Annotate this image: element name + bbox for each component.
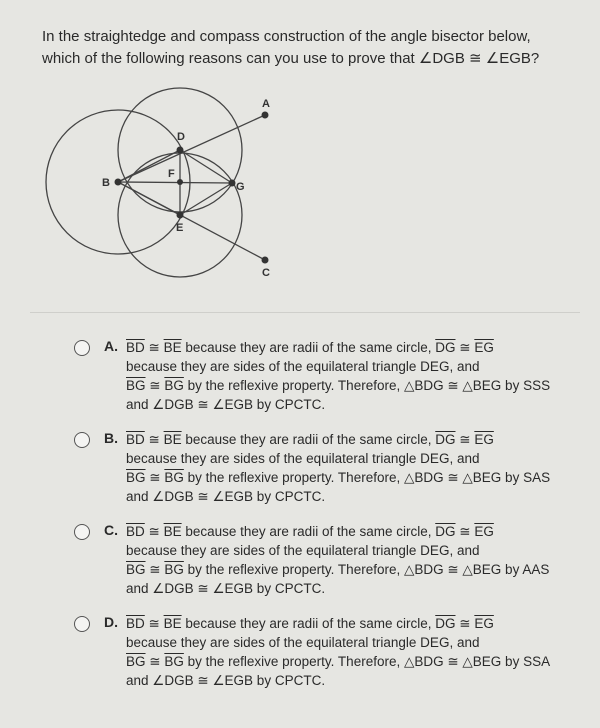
text-run: ≅ [455,432,475,447]
point-label: C [262,267,270,279]
text-run: and ∠DGB ≅ ∠EGB by CPCTC. [126,489,326,504]
segment [179,182,233,216]
text-run: and ∠DGB ≅ ∠EGB by CPCTC. [126,397,326,412]
text-run: ≅ [145,654,165,669]
text-run: by the reflexive property. Therefore, △B… [183,654,551,669]
segment [179,149,233,184]
text-line: BG ≅ BG by the reflexive property. There… [126,468,550,487]
text-line: BD ≅ BE because they are radii of the sa… [126,522,549,541]
segment-name: BE [163,524,182,539]
segment-name: BE [163,616,182,631]
point-label: D [177,131,185,143]
text-run: ≅ [144,616,164,631]
option-label: A. [104,338,118,354]
question-line: which of the following reasons can you u… [42,50,540,67]
segment-name: BG [164,378,184,393]
text-run: and ∠DGB ≅ ∠EGB by CPCTC. [126,581,326,596]
question: In the straightedge and compass construc… [42,26,539,70]
option-label: C. [104,522,118,538]
point-label: A [262,98,270,110]
text-run: because they are sides of the equilatera… [126,635,480,650]
point-label: B [102,177,110,189]
radio-button[interactable] [74,340,90,356]
option-label: B. [104,430,118,446]
segment-name: BD [126,340,145,355]
text-run: because they are sides of the equilatera… [126,359,480,374]
text-line: because they are sides of the equilatera… [126,541,549,560]
segment-name: DG [435,432,456,447]
text-run: because they are radii of the same circl… [181,524,436,539]
text-line: BD ≅ BE because they are radii of the sa… [126,614,550,633]
option-text: BD ≅ BE because they are radii of the sa… [126,430,550,506]
option-text: BD ≅ BE because they are radii of the sa… [126,522,549,598]
segment-name: BG [126,654,146,669]
text-run: by the reflexive property. Therefore, △B… [183,562,550,577]
segment-name: BG [126,470,146,485]
text-line: BG ≅ BG by the reflexive property. There… [126,560,549,579]
text-run: because they are radii of the same circl… [181,616,436,631]
option-text: BD ≅ BE because they are radii of the sa… [126,614,550,690]
segment-name: BG [164,654,184,669]
segment-name: BG [164,562,184,577]
diagram: A D B F G E C [45,87,270,279]
text-line: because they are sides of the equilatera… [126,633,550,652]
point-label: E [176,222,183,234]
segment-name: EG [474,340,494,355]
text-line: and ∠DGB ≅ ∠EGB by CPCTC. [126,579,549,598]
segment-name: BG [126,562,146,577]
text-run: ≅ [144,432,164,447]
radio-button[interactable] [74,432,90,448]
text-run: ≅ [145,470,165,485]
text-run: ≅ [455,340,475,355]
segment-name: EG [474,524,494,539]
segment-name: BG [164,470,184,485]
text-run: ≅ [455,616,475,631]
text-line: BD ≅ BE because they are radii of the sa… [126,430,550,449]
text-run: because they are sides of the equilatera… [126,543,480,558]
text-run: and ∠DGB ≅ ∠EGB by CPCTC. [126,673,326,688]
segment [117,181,181,216]
text-line: because they are sides of the equilatera… [126,449,550,468]
segment-name: BD [126,616,145,631]
point-label: F [168,168,175,180]
separator [30,312,580,313]
segment-name: BE [163,432,182,447]
text-run: ≅ [145,562,165,577]
point-label: G [236,181,245,193]
text-run: by the reflexive property. Therefore, △B… [183,378,551,393]
segment [117,181,233,184]
segment-name: BG [126,378,146,393]
segment [117,149,181,183]
segment-name: DG [435,340,456,355]
segment-name: EG [474,616,494,631]
text-run: because they are radii of the same circl… [181,432,436,447]
text-line: BG ≅ BG by the reflexive property. There… [126,376,550,395]
text-run: because they are sides of the equilatera… [126,451,480,466]
segment-name: BD [126,432,145,447]
radio-button[interactable] [74,616,90,632]
segment-name: BD [126,524,145,539]
ray [117,114,266,183]
option-label: D. [104,614,118,630]
text-line: BD ≅ BE because they are radii of the sa… [126,338,550,357]
text-run: because they are radii of the same circl… [181,340,436,355]
text-run: ≅ [144,340,164,355]
text-run: ≅ [145,378,165,393]
segment-name: EG [474,432,494,447]
text-line: and ∠DGB ≅ ∠EGB by CPCTC. [126,487,550,506]
text-run: ≅ [455,524,475,539]
question-line: In the straightedge and compass construc… [42,28,531,45]
text-line: and ∠DGB ≅ ∠EGB by CPCTC. [126,395,550,414]
text-run: by the reflexive property. Therefore, △B… [183,470,551,485]
text-line: BG ≅ BG by the reflexive property. There… [126,652,550,671]
text-run: ≅ [144,524,164,539]
radio-button[interactable] [74,524,90,540]
segment-name: DG [435,616,456,631]
text-line: and ∠DGB ≅ ∠EGB by CPCTC. [126,671,550,690]
text-line: because they are sides of the equilatera… [126,357,550,376]
option-text: BD ≅ BE because they are radii of the sa… [126,338,550,414]
segment-name: DG [435,524,456,539]
segment-name: BE [163,340,182,355]
